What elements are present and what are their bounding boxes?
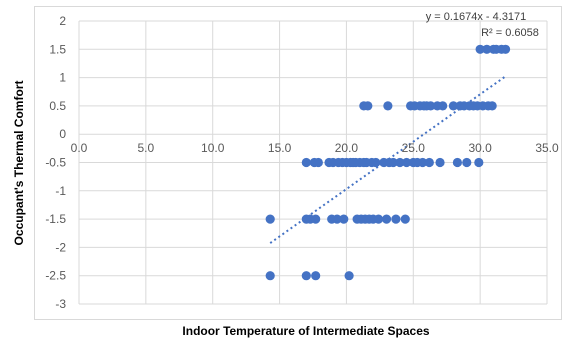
- data-point: [301, 157, 311, 168]
- data-point: [383, 101, 393, 111]
- y-tick-label: 0.5: [49, 99, 66, 113]
- y-tick-label: -1: [55, 184, 66, 198]
- data-point: [462, 157, 472, 168]
- y-tick-label: -0.5: [45, 156, 66, 170]
- x-axis-ticks: 0.0 5.0 10.0 15.0 20.0 25.0 30.0 35.0: [71, 141, 559, 155]
- y-tick-label: 1: [59, 71, 66, 85]
- data-point: [426, 101, 436, 111]
- y-tick-label: -2: [55, 240, 66, 254]
- data-point: [388, 157, 398, 168]
- data-point: [363, 101, 373, 111]
- data-point: [487, 101, 497, 111]
- x-tick-label: 25.0: [402, 141, 426, 155]
- x-tick-label: 0.0: [71, 141, 88, 155]
- data-point: [474, 157, 484, 168]
- data-point: [265, 214, 275, 224]
- y-tick-label: -3: [55, 297, 66, 311]
- x-tick-label: 5.0: [138, 141, 155, 155]
- x-axis-title: Indoor Temperature of Intermediate Space…: [182, 324, 429, 338]
- x-tick-label: 20.0: [335, 141, 359, 155]
- data-point: [381, 214, 392, 224]
- data-point: [400, 214, 410, 224]
- data-point: [311, 271, 321, 281]
- data-point: [500, 44, 511, 54]
- x-tick-label: 15.0: [268, 141, 292, 155]
- data-point: [373, 214, 384, 224]
- data-point: [339, 214, 349, 224]
- y-axis-ticks: 2 1.5 1 0.5 0 -0.5 -1 -1.5 -2 -2.5 -3: [45, 14, 66, 311]
- data-points: [265, 44, 511, 281]
- x-tick-label: 10.0: [201, 141, 225, 155]
- data-point: [371, 157, 381, 168]
- data-point: [301, 271, 311, 281]
- data-point: [265, 271, 275, 281]
- data-point: [475, 44, 485, 54]
- y-tick-label: 0: [59, 127, 66, 141]
- data-point: [418, 157, 428, 168]
- data-point: [391, 214, 401, 224]
- y-tick-label: 1.5: [49, 42, 66, 56]
- y-tick-label: -1.5: [45, 212, 66, 226]
- data-point: [332, 214, 342, 224]
- trendline-equation: y = 0.1674x - 4.3171: [426, 11, 527, 23]
- data-point: [402, 157, 412, 168]
- data-point: [311, 214, 321, 224]
- y-axis-title: Occupant's Thermal Comfort: [12, 81, 26, 246]
- data-point: [424, 157, 434, 168]
- data-point: [344, 271, 354, 281]
- data-point: [482, 44, 492, 54]
- data-point: [395, 157, 405, 168]
- data-point: [438, 101, 448, 111]
- y-tick-label: -2.5: [45, 269, 66, 283]
- x-tick-label: 35.0: [535, 141, 559, 155]
- data-point: [448, 101, 458, 111]
- data-point: [313, 157, 323, 168]
- data-point: [452, 157, 463, 168]
- trendline-r-squared: R² = 0.6058: [481, 27, 539, 39]
- y-tick-label: 2: [59, 14, 66, 28]
- x-tick-label: 30.0: [468, 141, 492, 155]
- data-point: [435, 157, 445, 168]
